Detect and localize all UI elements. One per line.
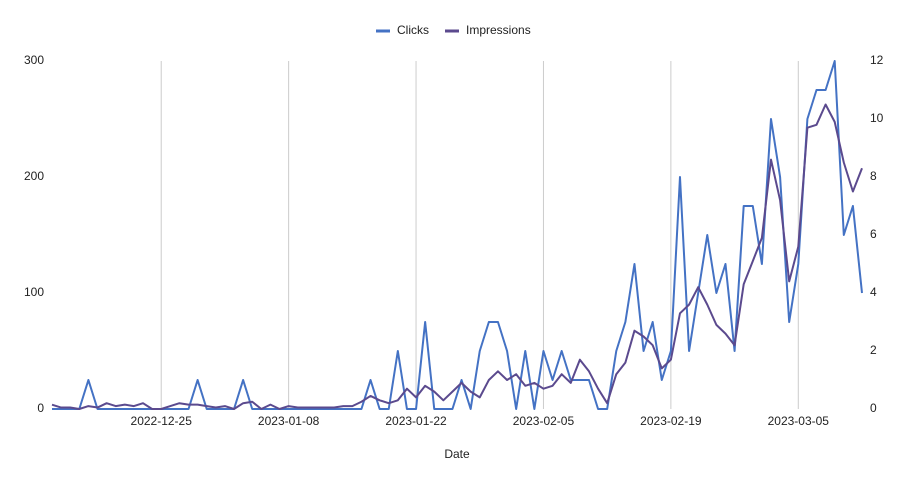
series-line	[51, 103, 863, 410]
y2-tick-label: 2	[870, 343, 877, 357]
series-line	[52, 60, 863, 410]
x-tick-label: 2023-02-19	[640, 414, 702, 428]
y-tick-label: 200	[24, 169, 44, 183]
y2-tick-label: 6	[870, 227, 877, 241]
x-tick-label: 2022-12-25	[131, 414, 193, 428]
x-axis-label: Date	[444, 447, 470, 461]
y-tick-label: 300	[24, 53, 44, 67]
x-tick-label: 2023-02-05	[513, 414, 575, 428]
legend-label: Clicks	[397, 23, 429, 37]
x-tick-label: 2023-01-22	[385, 414, 447, 428]
y2-tick-label: 12	[870, 53, 884, 67]
y-tick-label: 100	[24, 285, 44, 299]
x-tick-label: 2023-01-08	[258, 414, 320, 428]
legend-label: Impressions	[466, 23, 531, 37]
x-tick-label: 2023-03-05	[768, 414, 830, 428]
y2-tick-label: 0	[870, 401, 877, 415]
y-tick-label: 0	[37, 401, 44, 415]
y2-tick-label: 8	[870, 169, 877, 183]
y2-tick-label: 4	[870, 285, 877, 299]
y2-tick-label: 10	[870, 111, 884, 125]
